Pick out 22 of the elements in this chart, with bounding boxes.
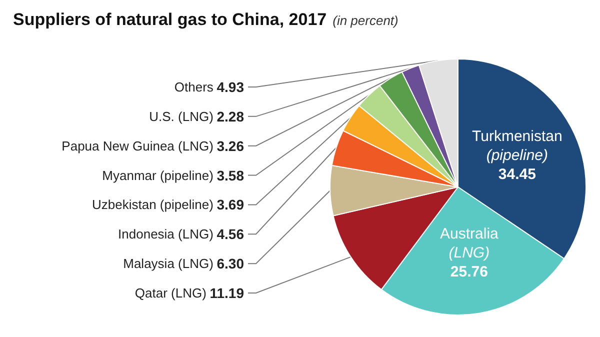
slice-label: U.S. (LNG) bbox=[149, 108, 214, 124]
data-label: 3.58 bbox=[216, 167, 244, 184]
data-label: 4.56 bbox=[216, 226, 244, 242]
slice-label: Malaysia (LNG) bbox=[123, 256, 214, 272]
data-label: 3.26 bbox=[216, 138, 244, 154]
data-label: 34.45 bbox=[498, 166, 536, 184]
slice-label: Australia (LNG) bbox=[440, 226, 500, 262]
slice-label: Turkmenistan (pipeline) bbox=[472, 128, 562, 164]
data-label: 2.28 bbox=[216, 108, 244, 124]
chart-subtitle: (in percent) bbox=[332, 13, 398, 28]
data-label: 25.76 bbox=[450, 264, 488, 281]
slice-label: Myanmar (pipeline) bbox=[102, 168, 214, 183]
chart-title: Suppliers of natural gas to China, 2017 bbox=[13, 10, 327, 29]
data-label: 6.30 bbox=[216, 256, 244, 272]
slice-label: Uzbekistan (pipeline) bbox=[92, 197, 214, 212]
slice-label: Indonesia (LNG) bbox=[118, 226, 214, 242]
slice-label: Others bbox=[174, 80, 214, 94]
data-label: 4.93 bbox=[216, 79, 244, 95]
data-label: 3.69 bbox=[216, 196, 244, 213]
slice-label: Qatar (LNG) bbox=[134, 286, 206, 300]
slice-label: Papua New Guinea (LNG) bbox=[62, 138, 214, 154]
data-label: 11.19 bbox=[210, 285, 244, 301]
